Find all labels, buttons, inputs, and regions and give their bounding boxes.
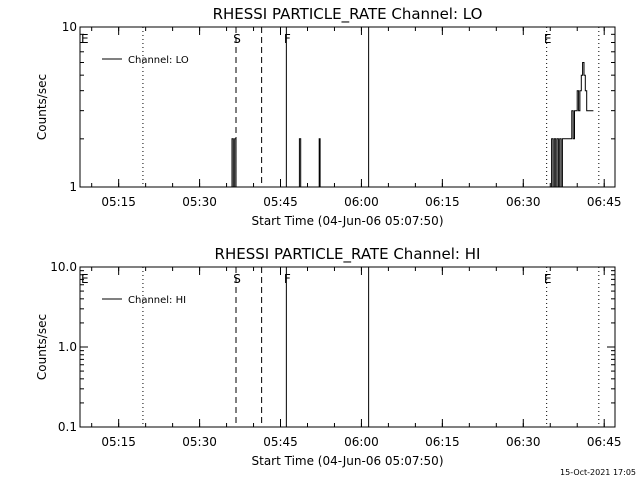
- event-marker-label: S: [233, 272, 241, 286]
- x-tick-label: 05:45: [263, 195, 298, 209]
- x-tick-label: 05:30: [182, 435, 217, 449]
- x-tick-label: 05:15: [101, 435, 136, 449]
- x-tick-label: 05:30: [182, 195, 217, 209]
- x-tick-label: 06:30: [506, 195, 541, 209]
- x-tick-label: 06:30: [506, 435, 541, 449]
- timestamp: 15-Oct-2021 17:05: [560, 468, 636, 477]
- chart-title: RHESSI PARTICLE_RATE Channel: HI: [215, 245, 481, 264]
- legend-label: Channel: HI: [128, 295, 186, 306]
- event-marker-label: F: [284, 272, 291, 286]
- x-tick-label: 05:15: [101, 195, 136, 209]
- y-axis-label: Counts/sec: [35, 314, 49, 380]
- y-tick-label: 10.0: [50, 260, 77, 274]
- series-line: [231, 62, 594, 188]
- legend-label: Channel: LO: [128, 55, 189, 66]
- x-tick-label: 06:15: [425, 195, 460, 209]
- y-tick-label: 1: [69, 180, 77, 194]
- chart-panel: RHESSI PARTICLE_RATE Channel: LO 05:15 05:…: [35, 5, 622, 228]
- x-tick-label: 05:45: [263, 435, 298, 449]
- plot-frame: [79, 266, 616, 428]
- y-tick-label: 10: [62, 20, 77, 34]
- event-marker-label: S: [233, 32, 241, 46]
- event-marker-label: E: [544, 272, 552, 286]
- event-marker-label: F: [284, 32, 291, 46]
- chart-title: RHESSI PARTICLE_RATE Channel: LO: [213, 5, 483, 24]
- chart-panel: RHESSI PARTICLE_RATE Channel: HI 05:15 05:…: [35, 245, 622, 468]
- x-tick-label: 06:45: [587, 195, 622, 209]
- event-marker-label: E: [81, 272, 89, 286]
- event-marker-label: E: [544, 32, 552, 46]
- plot-frame: [79, 26, 616, 188]
- x-axis-label: Start Time (04-Jun-06 05:07:50): [252, 454, 444, 468]
- y-tick-label: 1.0: [58, 340, 77, 354]
- x-axis-label: Start Time (04-Jun-06 05:07:50): [252, 214, 444, 228]
- y-axis-label: Counts/sec: [35, 74, 49, 140]
- event-marker-label: E: [81, 32, 89, 46]
- x-tick-label: 06:00: [344, 195, 379, 209]
- y-tick-label: 0.1: [58, 420, 77, 434]
- x-tick-label: 06:00: [344, 435, 379, 449]
- x-tick-label: 06:45: [587, 435, 622, 449]
- x-tick-label: 06:15: [425, 435, 460, 449]
